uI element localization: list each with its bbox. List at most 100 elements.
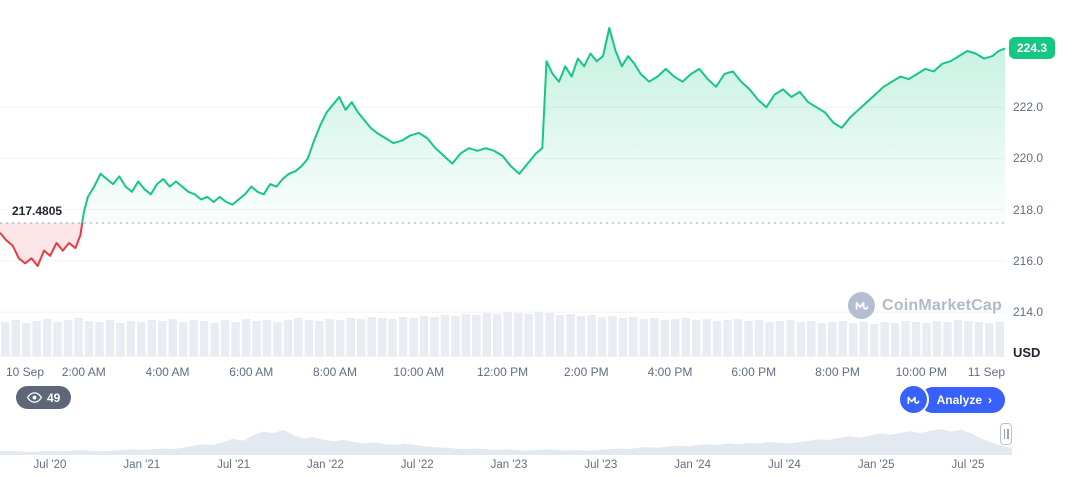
coinmarketcap-logo-icon: [848, 292, 876, 319]
volume-bar: [775, 321, 785, 356]
chart-controls-row: 49 Analyze ›: [0, 384, 1072, 415]
volume-bar: [137, 322, 146, 356]
volume-bar: [660, 320, 669, 356]
navigator-date-label: Jan '25: [857, 459, 895, 471]
volume-bar: [545, 313, 554, 356]
drag-handle-icon: [1003, 429, 1005, 439]
volume-bar: [691, 320, 701, 356]
x-axis-label: 6:00 AM: [229, 365, 274, 379]
volume-bar: [765, 322, 774, 356]
navigator-area-chart[interactable]: [0, 414, 1012, 455]
volume-bar: [220, 320, 230, 356]
volume-bar: [514, 313, 523, 356]
volume-bar: [273, 322, 282, 356]
x-axis: 10 Sep 2:00 AM 4:00 AM 6:00 AM 8:00 AM 10:00 …: [0, 358, 1005, 384]
volume-bar: [786, 320, 795, 356]
volume-bar: [534, 312, 544, 356]
navigator-date-label: Jul '25: [951, 459, 985, 471]
volume-bar: [702, 319, 711, 356]
volume-bar: [587, 315, 596, 356]
volume-bar: [346, 318, 355, 356]
volume-bar: [859, 322, 868, 356]
volume-bar: [712, 321, 722, 356]
range-navigator[interactable]: [0, 414, 1072, 455]
volume-bar: [179, 322, 188, 356]
volume-bar: [325, 319, 334, 356]
volume-bar: [367, 317, 376, 356]
volume-bar: [566, 314, 575, 356]
volume-bar: [231, 322, 240, 356]
volume-bar: [356, 319, 366, 356]
volume-bar: [472, 315, 481, 356]
volume-bar: [262, 320, 272, 356]
volume-bar: [849, 323, 858, 356]
navigator-silhouette: [0, 429, 1012, 455]
volume-bar: [974, 322, 984, 356]
x-axis-label: 10:00 PM: [895, 365, 947, 379]
navigator-date-labels: Jul '20 Jan '21 Jul '21 Jan '22 Jul '22 Jan '…: [0, 455, 1072, 477]
volume-bar: [210, 323, 219, 356]
volume-bar: [576, 316, 586, 356]
navigator-date-label: Jul '20: [33, 459, 67, 471]
volume-bar: [671, 319, 680, 356]
volume-bar: [869, 324, 879, 356]
volume-bar: [126, 321, 136, 356]
volume-bar: [419, 316, 429, 356]
volume-bar: [618, 318, 628, 356]
volume-bar: [440, 315, 450, 356]
volume-bar: [53, 322, 62, 356]
coinmarketcap-logo-icon: [897, 384, 929, 415]
volume-bar: [74, 318, 83, 356]
volume-bar: [880, 322, 889, 356]
y-axis-label: 216.0: [1013, 253, 1044, 268]
x-axis-label: 2:00 PM: [563, 365, 609, 379]
watermark-text: CoinMarketCap: [882, 296, 1002, 314]
y-axis-label: 218.0: [1013, 202, 1044, 217]
volume-bar: [733, 319, 743, 356]
navigator-date-label: Jul '21: [217, 459, 251, 471]
x-axis-label: 8:00 AM: [312, 365, 358, 379]
volume-bar: [241, 319, 251, 356]
eye-icon: [27, 392, 42, 403]
analyze-control: Analyze ›: [897, 384, 1005, 415]
volume-bar: [116, 323, 125, 356]
volume-bar: [744, 321, 753, 356]
navigator-drag-handle[interactable]: [1000, 423, 1012, 445]
analyze-button[interactable]: Analyze ›: [919, 386, 1005, 413]
current-price-badge: 224.3: [1009, 37, 1056, 60]
volume-bar: [681, 318, 690, 356]
x-axis-label: 2:00 AM: [61, 365, 106, 379]
volume-bar: [932, 321, 942, 356]
volume-bar: [451, 316, 460, 356]
volume-bar: [995, 322, 1004, 356]
volume-bar: [597, 317, 607, 356]
price-chart[interactable]: [0, 0, 1005, 358]
volume-bar: [398, 317, 408, 356]
volume-bar: [32, 321, 41, 356]
navigator-date-label: Jul '23: [584, 459, 618, 471]
volume-bar: [21, 323, 31, 356]
volume-bar: [828, 322, 837, 356]
volume-bar: [807, 321, 816, 356]
navigator-date-label: Jan '24: [674, 459, 711, 471]
volume-bar: [953, 320, 963, 356]
volume-bar: [409, 318, 418, 356]
volume-bar: [911, 322, 921, 356]
x-axis-label: 6:00 PM: [731, 365, 777, 379]
volume-bar: [42, 319, 52, 356]
x-axis-label: 12:00 PM: [476, 365, 529, 379]
x-axis-label: 4:00 PM: [647, 365, 693, 379]
y-axis-label: 222.0: [1013, 100, 1044, 115]
analyze-label: Analyze: [936, 392, 982, 407]
volume-bar: [890, 323, 900, 356]
volume-bar: [796, 322, 806, 356]
navigator-date-label: Jan '22: [307, 459, 344, 471]
volume-bar: [817, 323, 827, 356]
volume-bar: [168, 319, 177, 356]
volume-bar: [482, 313, 492, 356]
watchers-badge[interactable]: 49: [16, 386, 72, 409]
volume-bar: [11, 320, 20, 356]
volume-bar: [63, 320, 73, 356]
volume-bar: [639, 319, 649, 356]
volume-bar: [377, 318, 387, 356]
